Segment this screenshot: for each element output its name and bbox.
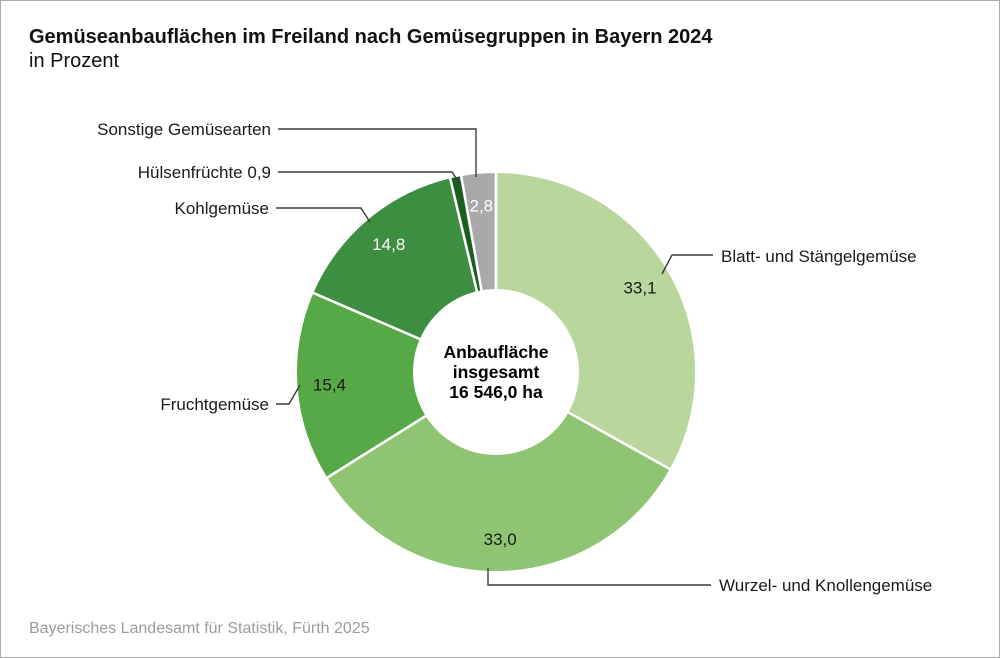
chart-subtitle: in Prozent xyxy=(29,50,120,72)
callout-label-kohlgemuese: Kohlgemüse xyxy=(174,199,269,218)
value-label-kohlgemuese: 14,8 xyxy=(372,235,405,254)
donut-slice-huelsenfruechte xyxy=(450,176,482,292)
donut-slice-kohlgemuese xyxy=(313,178,477,340)
callout-label-wurzel-und-knollengemuese: Wurzel- und Knollengemüse xyxy=(719,576,932,595)
callout-label-sonstige-gemuesearten: Sonstige Gemüsearten xyxy=(97,120,271,139)
callout-line-huelsenfruechte xyxy=(278,171,461,185)
callout-label-huelsenfruechte: Hülsenfrüchte 0,9 xyxy=(138,163,271,182)
chart-header: Gemüseanbauflächen im Freiland nach Gemü… xyxy=(29,25,713,73)
chart-title: Gemüseanbauflächen im Freiland nach Gemü… xyxy=(29,26,713,48)
center-label-line-3: 16 546,0 ha xyxy=(449,382,543,402)
donut-slice-blatt-und-staengelgemuese xyxy=(496,173,695,469)
value-label-blatt-und-staengelgemuese: 33,1 xyxy=(623,278,656,297)
value-label-fruchtgemuese: 15,4 xyxy=(313,376,346,395)
callout-line-fruchtgemuese xyxy=(276,384,301,405)
slice-separator xyxy=(325,414,428,480)
callout-label-fruchtgemuese: Fruchtgemüse xyxy=(160,395,269,414)
donut-slice-sonstige-gemuesearten xyxy=(461,173,496,291)
callout-line-sonstige-gemuesearten xyxy=(278,128,477,177)
slice-separator xyxy=(311,291,422,341)
value-label-wurzel-und-knollengemuese: 33,0 xyxy=(484,530,517,549)
slice-separator xyxy=(448,177,479,293)
callout-label-blatt-und-staengelgemuese: Blatt- und Stängelgemüse xyxy=(721,247,917,266)
callout-line-kohlgemuese xyxy=(276,207,371,223)
center-label-line-2: insgesamt xyxy=(453,362,540,382)
donut-slice-fruchtgemuese xyxy=(297,292,426,478)
callout-line-wurzel-und-knollengemuese xyxy=(487,568,711,586)
callout-line-blatt-und-staengelgemuese xyxy=(661,254,713,275)
slice-separator xyxy=(566,410,672,471)
donut-slice-wurzel-und-knollengemuese xyxy=(327,412,670,571)
center-label-line-1: Anbaufläche xyxy=(443,342,548,362)
value-label-sonstige-gemuesearten: 2,8 xyxy=(470,197,494,216)
slice-separator xyxy=(459,174,483,292)
source-note: Bayerisches Landesamt für Statistik, Für… xyxy=(29,620,370,637)
